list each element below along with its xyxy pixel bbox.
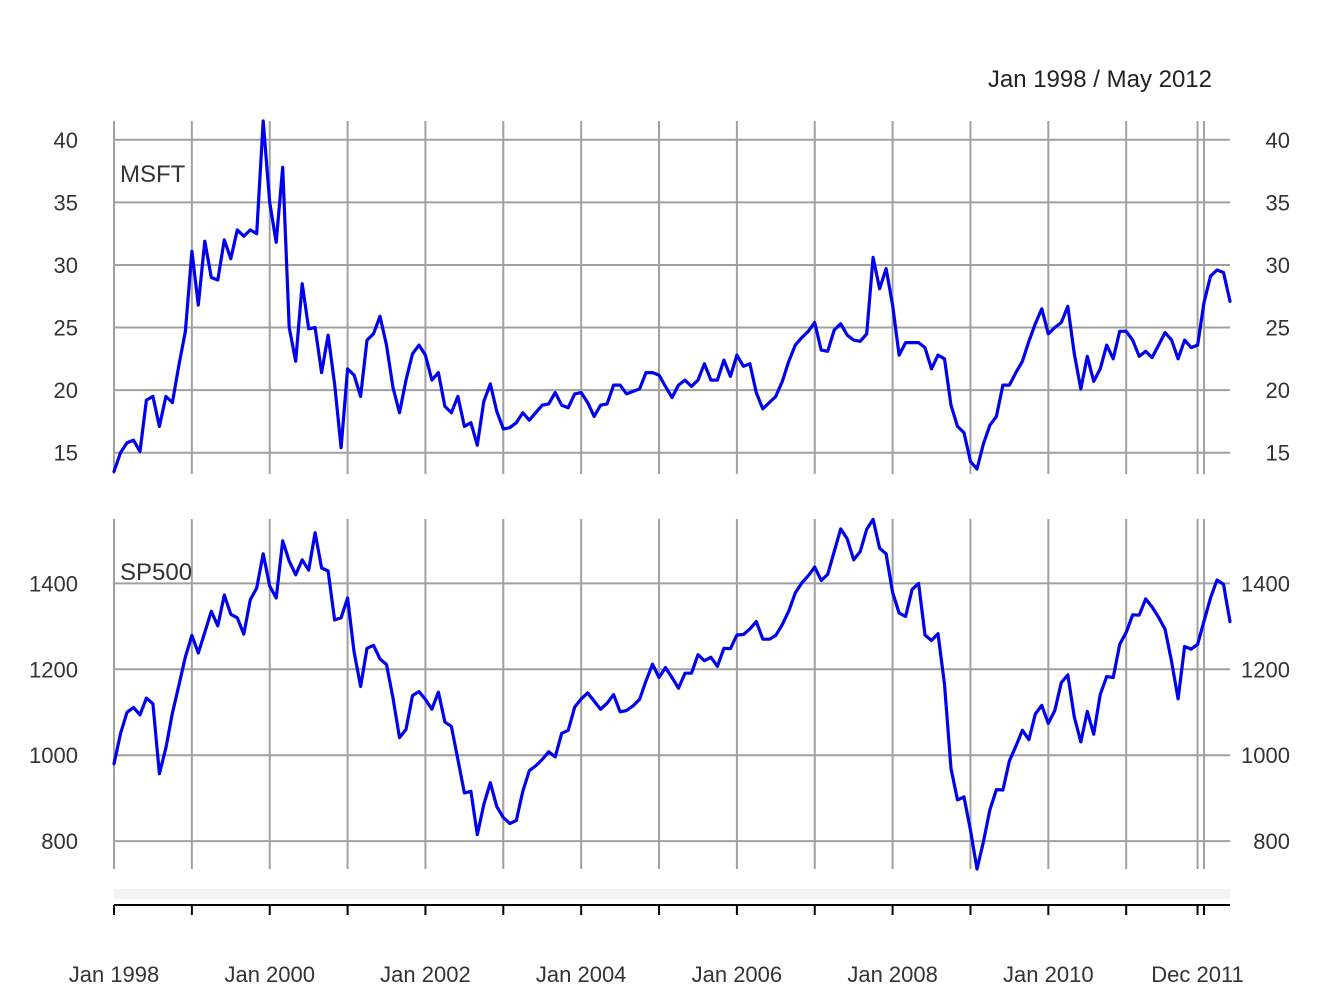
y-tick-label-right: 1000 <box>1241 743 1290 768</box>
y-tick-label-right: 15 <box>1266 441 1290 466</box>
y-tick-label-left: 30 <box>54 253 78 278</box>
y-tick-label-right: 35 <box>1266 190 1290 215</box>
x-tick-label: Jan 2002 <box>380 962 471 987</box>
grid-layer <box>113 121 1230 899</box>
x-tick-label: Jan 2010 <box>1003 962 1094 987</box>
x-tick-label: Jan 2008 <box>847 962 938 987</box>
y-tick-label-right: 1200 <box>1241 657 1290 682</box>
y-tick-label-left: 800 <box>41 829 78 854</box>
range-selector-band <box>114 889 1230 899</box>
y-tick-label-right: 25 <box>1266 316 1290 341</box>
y-tick-label-left: 15 <box>54 441 78 466</box>
y-tick-label-left: 20 <box>54 378 78 403</box>
x-tick-label: Dec 2011 <box>1151 962 1244 987</box>
y-tick-label-right: 20 <box>1266 378 1290 403</box>
y-tick-label-right: 30 <box>1266 253 1290 278</box>
series-line-sp500 <box>112 517 1232 871</box>
y-tick-label-left: 40 <box>54 128 78 153</box>
y-tick-label-left: 35 <box>54 190 78 215</box>
y-tick-label-left: 25 <box>54 316 78 341</box>
date-range-label: Jan 1998 / May 2012 <box>988 66 1212 93</box>
y-tick-label-right: 800 <box>1253 829 1290 854</box>
panel-label-sp500: SP500 <box>120 559 192 586</box>
x-tick-label: Jan 2004 <box>536 962 627 987</box>
y-tick-label-left: 1200 <box>29 657 78 682</box>
series-line-msft <box>112 119 1232 474</box>
y-tick-label-right: 1400 <box>1241 571 1290 596</box>
y-tick-label-right: 40 <box>1266 128 1290 153</box>
panel-label-msft: MSFT <box>120 161 186 188</box>
labels-layer: 15 15 20 20 25 25 30 30 35 35 40 40 MSFT 800 800 1000 10… <box>29 128 1290 987</box>
y-tick-label-left: 1000 <box>29 743 78 768</box>
x-tick-label: Jan 2006 <box>692 962 783 987</box>
series-layer <box>112 119 1232 871</box>
x-tick-label: Jan 2000 <box>224 962 315 987</box>
y-tick-label-left: 1400 <box>29 571 78 596</box>
x-tick-label: Jan 1998 <box>69 962 160 987</box>
